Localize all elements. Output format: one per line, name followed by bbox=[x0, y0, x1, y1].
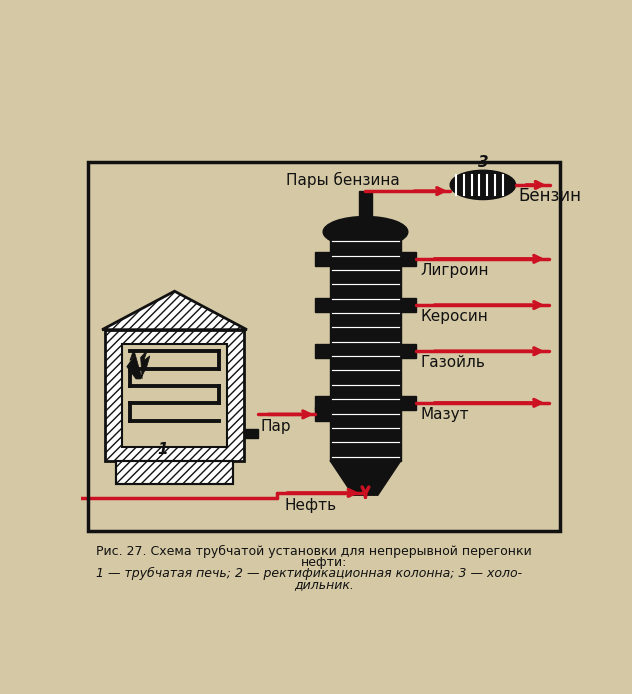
Bar bbox=[88, 162, 559, 532]
Bar bbox=[401, 344, 416, 358]
Bar bbox=[315, 298, 330, 312]
Text: Пар: Пар bbox=[261, 419, 291, 434]
Ellipse shape bbox=[450, 170, 516, 200]
Text: дильник.: дильник. bbox=[294, 577, 354, 591]
Bar bbox=[315, 407, 330, 421]
Text: нефти:: нефти: bbox=[301, 556, 347, 569]
Bar bbox=[116, 461, 233, 484]
Bar bbox=[358, 191, 372, 233]
Bar bbox=[105, 330, 244, 461]
Text: Газойль: Газойль bbox=[420, 355, 485, 371]
Text: Бензин: Бензин bbox=[519, 187, 581, 205]
Text: Пары бензина: Пары бензина bbox=[286, 172, 399, 188]
Bar bbox=[315, 344, 330, 358]
Bar bbox=[315, 396, 330, 409]
Bar bbox=[244, 429, 258, 438]
Bar bbox=[401, 252, 416, 266]
Bar bbox=[401, 396, 416, 409]
Text: Нефть: Нефть bbox=[284, 498, 337, 513]
Polygon shape bbox=[102, 291, 247, 330]
Text: Рис. 27. Схема трубчатой установки для непрерывной перегонки: Рис. 27. Схема трубчатой установки для н… bbox=[96, 545, 532, 559]
Bar bbox=[330, 237, 401, 461]
Text: 1 — трубчатая печь; 2 — ректификационная колонна; 3 — холо-: 1 — трубчатая печь; 2 — ректификационная… bbox=[96, 567, 522, 580]
Ellipse shape bbox=[323, 217, 408, 247]
Bar bbox=[105, 330, 244, 461]
Text: 3: 3 bbox=[478, 155, 488, 170]
Bar bbox=[122, 344, 227, 448]
Text: Лигроин: Лигроин bbox=[420, 263, 489, 278]
Polygon shape bbox=[127, 350, 150, 379]
Bar bbox=[401, 298, 416, 312]
Text: 1: 1 bbox=[157, 441, 168, 457]
Bar bbox=[116, 461, 233, 484]
Bar bbox=[315, 252, 330, 266]
Text: Керосин: Керосин bbox=[420, 309, 488, 324]
Polygon shape bbox=[330, 461, 401, 496]
Text: Мазут: Мазут bbox=[420, 407, 469, 422]
Text: 2: 2 bbox=[372, 473, 382, 487]
